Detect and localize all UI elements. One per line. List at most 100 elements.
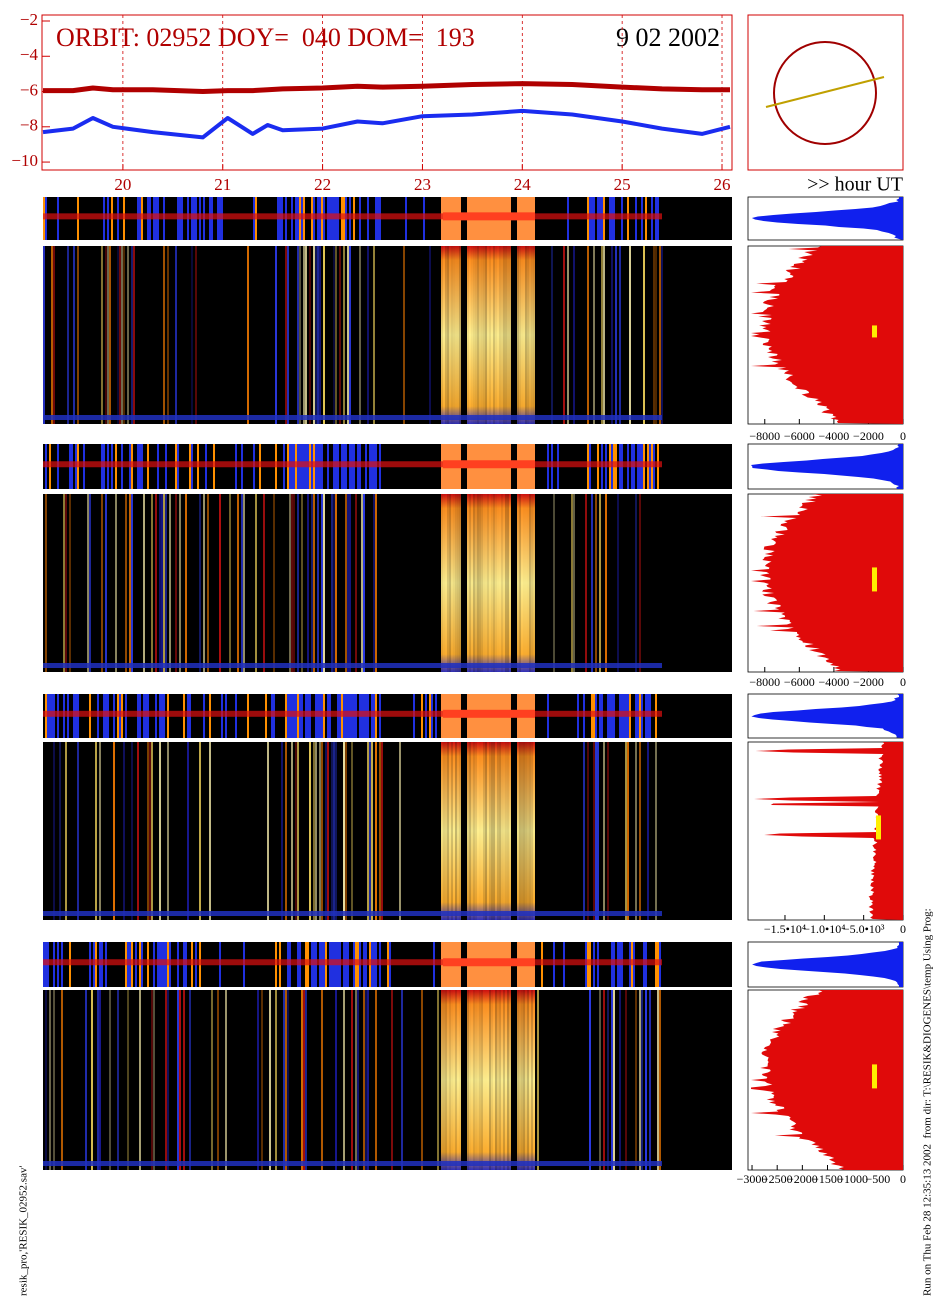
x-tick-label: −3000	[737, 1172, 768, 1186]
spectrogram-column	[459, 494, 461, 672]
spectrogram-column	[179, 494, 181, 672]
top-frame	[41, 14, 733, 171]
x-tick-label: −2500	[762, 1172, 793, 1186]
spectrogram-column	[91, 990, 93, 1170]
spectrogram-column	[65, 742, 67, 920]
spectrogram-column	[639, 494, 641, 672]
spectrogram-column	[275, 990, 277, 1170]
x-tick-label: −1000	[837, 1172, 868, 1186]
spectrogram-column	[237, 494, 239, 672]
spectrogram-column	[449, 742, 451, 920]
spectrogram-column	[525, 742, 527, 920]
spectrogram-column	[595, 742, 597, 920]
spectrogram-column	[391, 990, 393, 1170]
spectrogram-column	[585, 494, 587, 672]
spectrogram-column	[105, 494, 107, 672]
x-tick-label: 21	[214, 175, 231, 194]
spectrogram-column	[533, 246, 535, 424]
spectrogram-column	[351, 742, 353, 920]
spectrogram-column	[523, 742, 525, 920]
spectrogram-column	[525, 990, 527, 1170]
spectrogram-column	[77, 246, 79, 424]
spectrogram-column	[601, 246, 603, 424]
spectrogram-column	[99, 742, 101, 920]
spectrogram-column	[487, 742, 489, 920]
spectrogram-column	[467, 742, 469, 920]
spectrogram-column	[639, 990, 641, 1170]
spectrogram-column	[229, 494, 231, 672]
spectrogram-column	[445, 990, 447, 1170]
spectrogram-column	[449, 246, 451, 424]
x-tick-label: −6000	[784, 675, 815, 689]
spectrogram-column	[445, 494, 447, 672]
spectrogram-column	[99, 990, 101, 1170]
spectrogram-column	[319, 246, 321, 424]
x-tick-label: −5.0•10³	[843, 922, 885, 936]
spectrogram-column	[313, 494, 315, 672]
spectrogram-column	[131, 742, 133, 920]
spectrogram-column	[313, 742, 315, 920]
spectrogram-band	[443, 212, 535, 221]
spectrogram-column	[589, 990, 591, 1170]
y-tick-label: −2	[20, 10, 38, 29]
spectrogram-column	[373, 246, 375, 424]
spectrogram-column	[311, 494, 313, 672]
spectrogram-column	[309, 246, 311, 424]
spectrogram-column	[369, 742, 371, 920]
spectrogram-bg	[43, 494, 732, 672]
spectrogram-column	[421, 990, 423, 1170]
spectrogram-column	[317, 494, 319, 672]
spectrogram-column	[87, 494, 89, 672]
spectrogram-band	[43, 213, 662, 220]
x-tick-label: −8000	[749, 429, 780, 443]
spectrogram-column	[501, 494, 503, 672]
spectrogram-column	[97, 990, 99, 1170]
spectrogram-column	[441, 742, 443, 920]
spectrogram-column	[333, 742, 335, 920]
spectrogram-column	[151, 990, 153, 1170]
spectrogram-column	[537, 990, 539, 1170]
spectrogram-column	[175, 246, 177, 424]
spectrogram-column	[485, 246, 487, 424]
spectrogram-column	[469, 494, 471, 672]
spectrogram-column	[53, 246, 55, 424]
spectrogram-band	[443, 958, 535, 967]
spectrogram-column	[507, 990, 509, 1170]
spectrogram-column	[67, 246, 69, 424]
spectrogram-column	[485, 494, 487, 672]
x-tick-label: −4000	[818, 429, 849, 443]
x-tick-label: −2000	[853, 675, 884, 689]
spectrogram-column	[493, 990, 495, 1170]
spectrogram-column	[159, 742, 161, 920]
spectrogram-column	[199, 742, 201, 920]
spectrogram-column	[317, 246, 319, 424]
spectrogram-column	[85, 990, 87, 1170]
spectrogram-column	[459, 742, 461, 920]
spectrogram-column	[107, 246, 109, 424]
spectrogram-column	[73, 246, 75, 424]
spectrogram-column	[331, 742, 333, 920]
spectrogram-column	[481, 990, 483, 1170]
profile-fill	[751, 444, 903, 489]
spectrogram-column	[655, 742, 657, 920]
spectrogram-column	[497, 742, 499, 920]
spectrogram-column	[455, 494, 457, 672]
spectrogram-column	[507, 742, 509, 920]
spectrogram-column	[51, 246, 53, 424]
spectrogram-column	[505, 246, 507, 424]
spectrogram-column	[159, 494, 161, 672]
spectrogram-column	[489, 990, 491, 1170]
spectrogram-column	[321, 494, 323, 672]
spectrogram-column	[333, 494, 335, 672]
spectrogram-column	[483, 246, 485, 424]
spectrogram-column	[497, 494, 499, 672]
spectrogram-column	[105, 246, 107, 424]
spectrogram-column	[363, 990, 365, 1170]
spectrogram-column	[519, 246, 521, 424]
spectrogram-column	[299, 246, 301, 424]
spectrogram-column	[315, 742, 317, 920]
spectrogram-column	[129, 494, 131, 672]
spectrogram-column	[517, 742, 519, 920]
spectrogram-column	[495, 494, 497, 672]
spectrogram-column	[285, 742, 287, 920]
